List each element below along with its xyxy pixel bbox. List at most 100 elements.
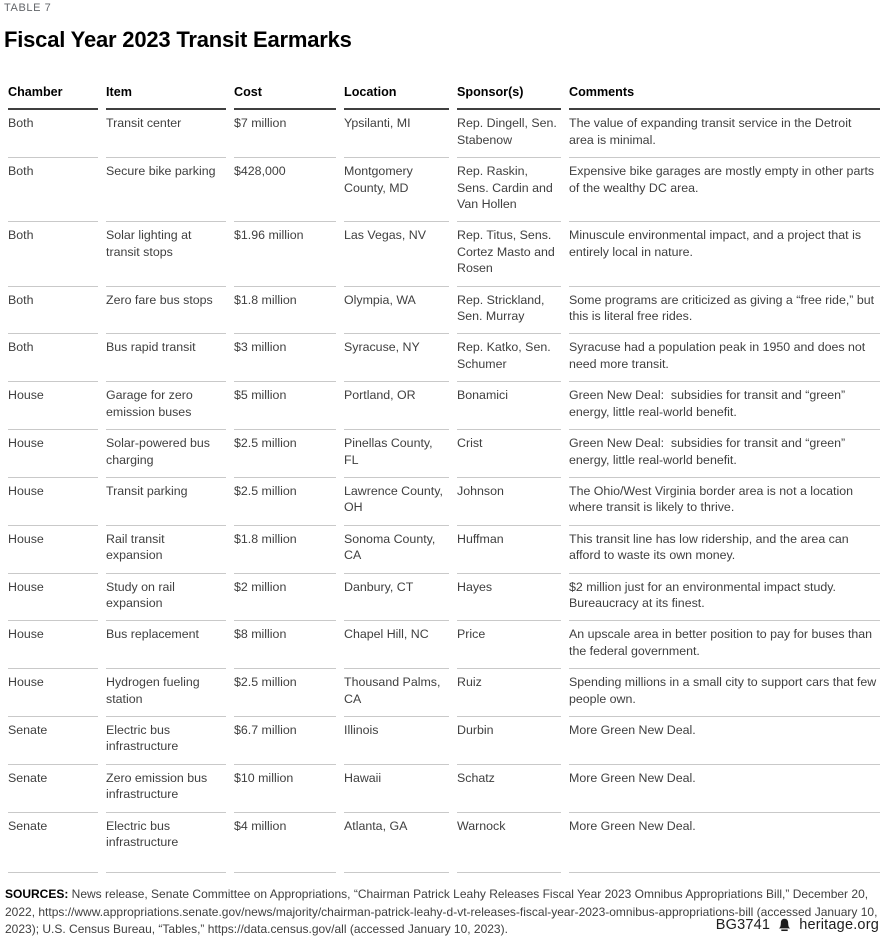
cell-chamber: Both [8, 287, 98, 335]
table-row: Both Secure bike parking $428,000 Montgomer… [8, 158, 880, 223]
heritage-bell-icon [777, 918, 792, 933]
cell-cost: $1.8 million [234, 287, 336, 335]
cell-comments: Syracuse had a population peak in 1950 a… [569, 334, 880, 383]
footer: BG3741 heritage.org [716, 917, 879, 933]
cell-comments: Expensive bike garages are mostly empty … [569, 158, 880, 223]
cell-item: Transit center [106, 110, 226, 159]
table-row: House Bus replacement $8 million Chapel Hil… [8, 621, 880, 670]
cell-item: Hydrogen fueling station [106, 669, 226, 717]
cell-item: Zero fare bus stops [106, 287, 226, 335]
cell-chamber: Both [8, 158, 98, 223]
cell-chamber: Both [8, 334, 98, 383]
cell-item: Bus replacement [106, 621, 226, 670]
table-row: House Solar-powered bus charging $2.5 mill… [8, 430, 880, 478]
cell-sponsors: Johnson [457, 478, 561, 526]
sources-text: News release, Senate Committee on Approp… [5, 887, 878, 937]
cell-chamber: House [8, 574, 98, 622]
cell-item: Rail transit expansion [106, 526, 226, 574]
column-header-location: Location [344, 84, 449, 111]
cell-sponsors: Schatz [457, 765, 561, 813]
cell-location: Danbury, CT [344, 574, 449, 622]
table-row: Both Solar lighting at transit stops $1.96… [8, 222, 880, 287]
column-header-sponsors: Sponsor(s) [457, 84, 561, 111]
cell-comments: Some programs are criticized as giving a… [569, 287, 880, 335]
earmarks-table: Chamber Item Cost Location Sponsor(s) Comment… [4, 84, 880, 874]
cell-sponsors: Rep. Dingell, Sen. Stabenow [457, 110, 561, 159]
cell-cost: $8 million [234, 621, 336, 670]
cell-location: Las Vegas, NV [344, 222, 449, 287]
cell-sponsors: Rep. Raskin, Sens. Cardin and Van Hollen [457, 158, 561, 223]
cell-item: Zero emission bus infrastructure [106, 765, 226, 813]
table-row: Senate Electric bus infrastructure $6.7 mi… [8, 717, 880, 765]
column-header-chamber: Chamber [8, 84, 98, 111]
cell-sponsors: Rep. Katko, Sen. Schumer [457, 334, 561, 383]
cell-chamber: House [8, 669, 98, 717]
cell-item: Solar-powered bus charging [106, 430, 226, 478]
cell-item: Garage for zero emission buses [106, 382, 226, 431]
cell-item: Study on rail expansion [106, 574, 226, 622]
cell-comments: More Green New Deal. [569, 813, 880, 874]
cell-item: Bus rapid transit [106, 334, 226, 383]
cell-cost: $2 million [234, 574, 336, 622]
column-header-cost: Cost [234, 84, 336, 111]
cell-chamber: House [8, 382, 98, 431]
cell-comments: More Green New Deal. [569, 717, 880, 765]
cell-cost: $3 million [234, 334, 336, 383]
cell-item: Electric bus infrastructure [106, 813, 226, 874]
cell-item: Transit parking [106, 478, 226, 526]
cell-location: Portland, OR [344, 382, 449, 431]
sources-label: SOURCES: [5, 887, 69, 902]
cell-comments: More Green New Deal. [569, 765, 880, 813]
cell-item: Secure bike parking [106, 158, 226, 223]
table-row: House Hydrogen fueling station $2.5 millio… [8, 669, 880, 717]
cell-chamber: House [8, 526, 98, 574]
cell-location: Ypsilanti, MI [344, 110, 449, 159]
cell-sponsors: Bonamici [457, 382, 561, 431]
cell-sponsors: Warnock [457, 813, 561, 874]
cell-comments: An upscale area in better position to pa… [569, 621, 880, 670]
cell-chamber: Senate [8, 813, 98, 874]
cell-cost: $2.5 million [234, 669, 336, 717]
cell-chamber: Both [8, 110, 98, 159]
table-row: House Transit parking $2.5 million Lawrence… [8, 478, 880, 526]
cell-location: Atlanta, GA [344, 813, 449, 874]
site-link[interactable]: heritage.org [799, 917, 879, 933]
cell-chamber: Senate [8, 717, 98, 765]
cell-comments: Spending millions in a small city to sup… [569, 669, 880, 717]
cell-sponsors: Durbin [457, 717, 561, 765]
table-number-label: TABLE 7 [4, 2, 52, 14]
cell-cost: $4 million [234, 813, 336, 874]
cell-location: Lawrence County, OH [344, 478, 449, 526]
sources-note: SOURCES: News release, Senate Committee … [4, 886, 880, 939]
cell-sponsors: Hayes [457, 574, 561, 622]
cell-sponsors: Rep. Strickland, Sen. Murray [457, 287, 561, 335]
cell-location: Thousand Palms, CA [344, 669, 449, 717]
table-row: Senate Zero emission bus infrastructure $1… [8, 765, 880, 813]
cell-comments: This transit line has low ridership, and… [569, 526, 880, 574]
page-title: Fiscal Year 2023 Transit Earmarks [4, 27, 352, 52]
cell-cost: $5 million [234, 382, 336, 431]
cell-sponsors: Rep. Titus, Sens. Cortez Masto and Rosen [457, 222, 561, 287]
cell-cost: $2.5 million [234, 478, 336, 526]
table-row: House Garage for zero emission buses $5 mi… [8, 382, 880, 431]
cell-chamber: House [8, 621, 98, 670]
cell-cost: $7 million [234, 110, 336, 159]
table-row: House Rail transit expansion $1.8 million S… [8, 526, 880, 574]
cell-location: Illinois [344, 717, 449, 765]
cell-location: Hawaii [344, 765, 449, 813]
column-header-item: Item [106, 84, 226, 111]
cell-location: Pinellas County, FL [344, 430, 449, 478]
document-id: BG3741 [715, 917, 771, 933]
cell-comments: Green New Deal: subsidies for transit an… [569, 430, 880, 478]
table-body: Both Transit center $7 million Ypsilanti, M… [8, 110, 880, 874]
cell-sponsors: Crist [457, 430, 561, 478]
cell-location: Olympia, WA [344, 287, 449, 335]
table-row: Both Bus rapid transit $3 million Syracuse,… [8, 334, 880, 383]
cell-chamber: Senate [8, 765, 98, 813]
cell-comments: $2 million just for an environmental imp… [569, 574, 880, 622]
cell-sponsors: Ruiz [457, 669, 561, 717]
cell-comments: Minuscule environmental impact, and a pr… [569, 222, 880, 287]
cell-location: Syracuse, NY [344, 334, 449, 383]
table-row: Senate Electric bus infrastructure $4 mill… [8, 813, 880, 874]
